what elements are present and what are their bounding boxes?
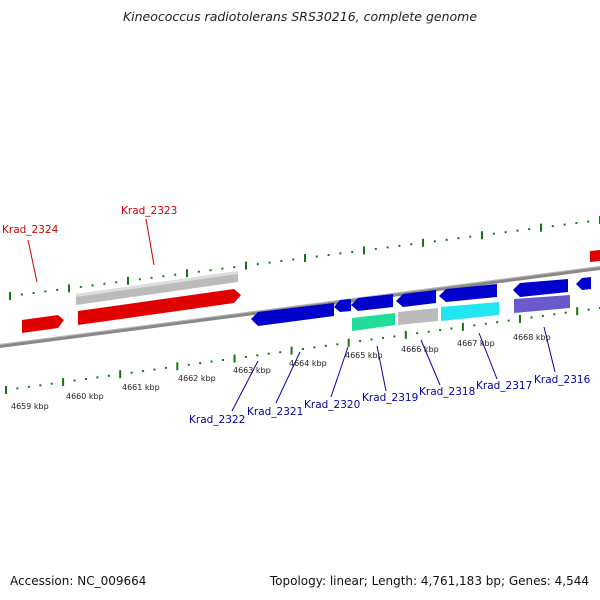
gene-label-krad-2324: Krad_2324 — [2, 224, 59, 236]
gene-krad-2319[interactable] — [396, 290, 436, 307]
scale-label: 4663 kbp — [233, 366, 271, 375]
gene-krad-2320[interactable] — [351, 294, 393, 311]
gene-krad-2317[interactable] — [513, 279, 568, 297]
accession-text: Accession: NC_009664 — [10, 574, 147, 588]
leader-krad-2319 — [376, 345, 387, 392]
gene-label-krad-2318: Krad_2318 — [419, 386, 475, 398]
gene-krad-2322[interactable] — [251, 303, 334, 326]
scale-label: 4660 kbp — [66, 392, 104, 401]
map-title: Kineococcus radiotolerans SRS30216, comp… — [122, 9, 478, 24]
scale-label: 4661 kbp — [122, 383, 160, 392]
gene-krad-2323[interactable] — [78, 289, 241, 325]
scale-label: 4668 kbp — [513, 333, 551, 342]
gene-label-krad-2322: Krad_2322 — [189, 414, 245, 426]
gene-krad-2318[interactable] — [439, 284, 497, 302]
feature-purple[interactable] — [514, 295, 570, 313]
scale-label: 4664 kbp — [289, 359, 327, 368]
leader-krad-2316 — [543, 326, 556, 373]
leader-krad-2324 — [27, 239, 38, 283]
leader-krad-2322 — [231, 360, 259, 412]
gene-label-krad-2319: Krad_2319 — [362, 392, 418, 404]
leader-krad-2323 — [145, 218, 155, 266]
scale-label: 4667 kbp — [457, 339, 495, 348]
gene-krad-2321[interactable] — [334, 299, 351, 312]
scale-label: 4665 kbp — [345, 351, 383, 360]
feature-green[interactable] — [352, 313, 395, 331]
scale-label: 4659 kbp — [11, 402, 49, 411]
leader-krad-2318 — [420, 339, 441, 386]
gene-label-krad-2323: Krad_2323 — [121, 205, 177, 217]
scale-label: 4666 kbp — [401, 345, 439, 354]
feature-cyan[interactable] — [441, 302, 499, 321]
gene-krad-2324[interactable] — [22, 315, 64, 333]
feature-grey[interactable] — [398, 308, 438, 325]
bottom-tick-track — [5, 307, 600, 394]
gene-label-krad-2316: Krad_2316 — [534, 374, 591, 386]
leader-krad-2317 — [478, 332, 498, 380]
leader-krad-2320 — [330, 346, 349, 398]
gene-krad-2316[interactable] — [576, 277, 591, 290]
gene-label-krad-2320: Krad_2320 — [304, 399, 360, 411]
leader-krad-2321 — [275, 351, 301, 404]
gene-label-krad-2321: Krad_2321 — [247, 406, 303, 418]
top-tick-track — [9, 216, 600, 300]
gene-label-krad-2317: Krad_2317 — [476, 380, 532, 392]
gene-partial-right[interactable] — [590, 250, 600, 262]
genome-backbone — [0, 266, 600, 348]
genome-backbone-highlight — [0, 266, 600, 345]
topology-text: Topology: linear; Length: 4,761,183 bp; … — [269, 574, 589, 588]
scale-label: 4662 kbp — [178, 374, 216, 383]
